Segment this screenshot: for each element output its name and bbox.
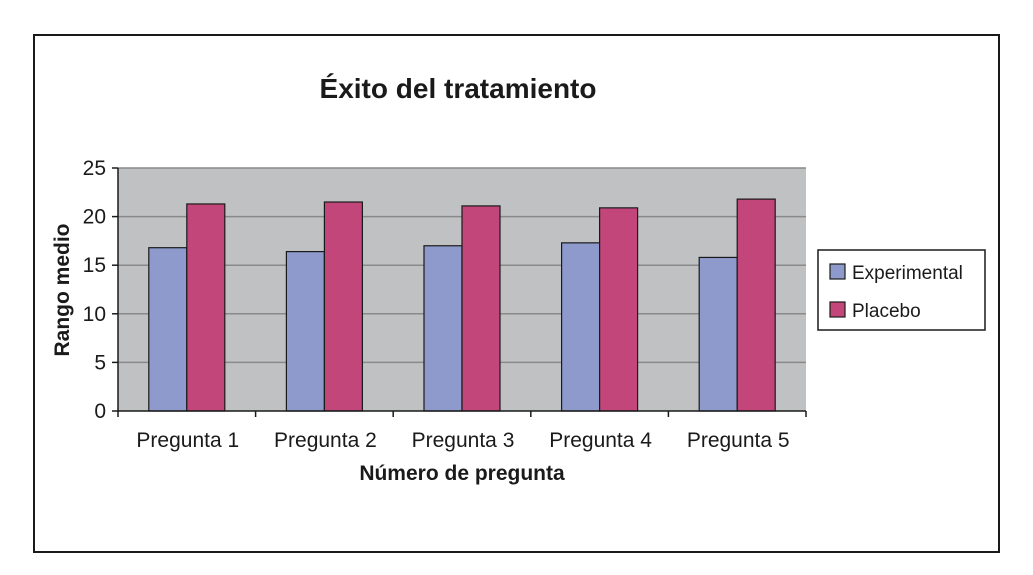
legend-box	[817, 249, 986, 331]
x-tick-label: Pregunta 1	[136, 429, 239, 452]
legend: Experimental Placebo	[817, 249, 986, 331]
bar-placebo-3	[461, 205, 501, 412]
bar-placebo-5	[736, 198, 776, 412]
bar-experimental-1	[148, 247, 188, 412]
y-tick-label: 25	[83, 157, 106, 180]
bar-experimental-4	[560, 242, 601, 412]
chart-title: Éxito del tratamiento	[320, 73, 597, 104]
x-axis-title: Número de pregunta	[359, 462, 565, 485]
y-tick-labels: 0 5 10 15 20 25	[83, 157, 106, 423]
y-tick-label: 5	[94, 351, 106, 374]
legend-swatch-experimental	[829, 263, 846, 280]
x-tick-label: Pregunta 4	[549, 429, 652, 452]
x-tick-label: Pregunta 3	[412, 429, 515, 452]
y-tick-label: 10	[83, 303, 106, 326]
bar-placebo-4	[598, 207, 639, 412]
legend-swatch-placebo	[829, 301, 846, 318]
axes	[112, 167, 807, 417]
y-tick-label: 20	[83, 206, 106, 229]
legend-label-experimental: Experimental	[852, 263, 963, 284]
bar-experimental-3	[423, 245, 463, 412]
y-tick-label: 0	[94, 400, 106, 423]
y-axis-title: Rango medio	[51, 223, 74, 356]
x-tick-label: Pregunta 5	[687, 429, 790, 452]
bar-placebo-1	[186, 203, 226, 412]
bar-placebo-2	[323, 201, 363, 412]
y-tick-label: 15	[83, 254, 106, 277]
x-tick-label: Pregunta 2	[274, 429, 377, 452]
bar-experimental-2	[285, 250, 325, 412]
x-tick-labels: Pregunta 1 Pregunta 2 Pregunta 3 Pregunta 4…	[136, 429, 789, 452]
bars	[148, 198, 776, 412]
legend-label-placebo: Placebo	[852, 301, 921, 322]
bar-experimental-5	[698, 256, 738, 412]
